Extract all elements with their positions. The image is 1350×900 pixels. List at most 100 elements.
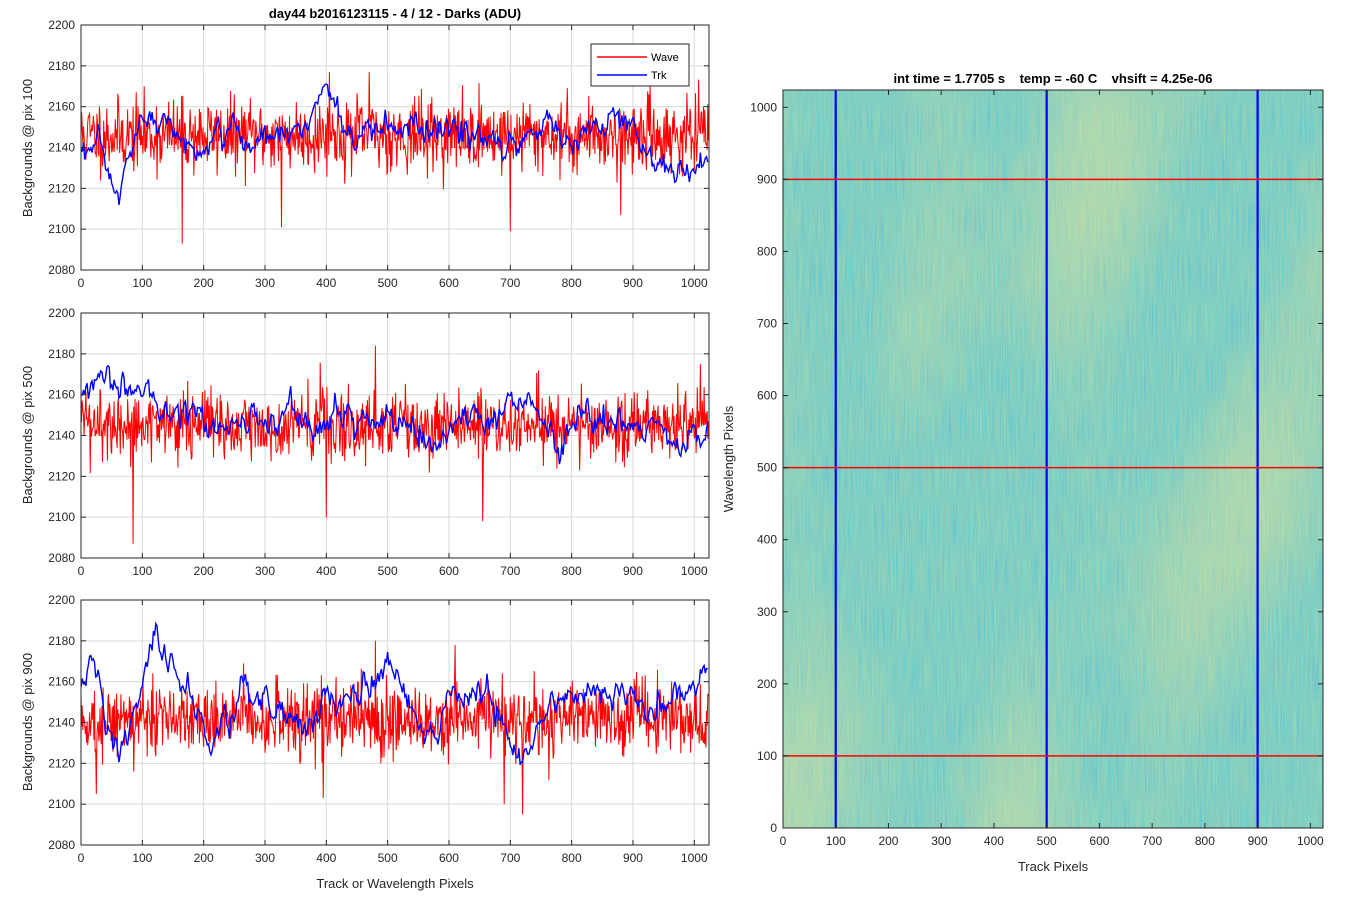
x-tick-label: 1000 <box>681 276 708 290</box>
y-tick-label: 2160 <box>48 675 75 689</box>
y-tick-label: 2120 <box>48 756 75 770</box>
axis-ticks: 0 100 200 300 400 500 600 700 800 900 1000 2080 2100… <box>48 593 709 865</box>
x-tick-label: 100 <box>826 834 846 848</box>
axis-ticks: 0 100 200 300 400 500 600 700 800 900 1000 2080 2100… <box>48 306 709 578</box>
x-tick-label: 600 <box>439 851 459 865</box>
x-tick-label: 800 <box>562 851 582 865</box>
y-tick-label: 500 <box>757 461 777 475</box>
x-tick-label: 700 <box>500 276 520 290</box>
trk-series-pix-900 <box>81 621 708 766</box>
heatmap-axes-box <box>782 89 1324 829</box>
y-axis-label: Backgrounds @ pix 900 <box>20 653 35 791</box>
trk-line <box>81 621 708 766</box>
axis-ticks: 0 100 200 300 400 500 600 700 800 900 1000 0 100 200 3… <box>750 90 1324 848</box>
y-tick-label: 100 <box>757 749 777 763</box>
y-tick-label: 2200 <box>48 593 75 607</box>
x-tick-label: 100 <box>132 851 152 865</box>
x-tick-label: 300 <box>931 834 951 848</box>
x-tick-label: 400 <box>316 564 336 578</box>
y-tick-label: 2140 <box>48 141 75 155</box>
x-tick-label: 300 <box>255 276 275 290</box>
y-tick-label: 900 <box>757 172 777 186</box>
x-tick-label: 500 <box>378 276 398 290</box>
x-tick-label: 700 <box>500 851 520 865</box>
y-tick-label: 600 <box>757 389 777 403</box>
wave-series-pix-900 <box>81 640 709 815</box>
x-tick-label: 500 <box>378 564 398 578</box>
y-tick-label: 2100 <box>48 510 75 524</box>
y-tick-label: 700 <box>757 317 777 331</box>
x-tick-label: 800 <box>562 564 582 578</box>
wave-line <box>81 345 709 544</box>
x-tick-label: 100 <box>132 564 152 578</box>
y-tick-label: 1000 <box>750 100 777 114</box>
trk-line <box>81 83 709 205</box>
heatmap-panel: 0 100 200 300 400 500 600 700 800 900 1000 0 100 200 3… <box>721 71 1324 874</box>
x-tick-label: 400 <box>316 276 336 290</box>
heatmap-title: int time = 1.7705 s temp = -60 C vhsift … <box>893 71 1212 86</box>
x-tick-label: 0 <box>78 564 85 578</box>
x-axis-label: Track or Wavelength Pixels <box>316 876 474 891</box>
x-tick-label: 800 <box>562 276 582 290</box>
y-tick-label: 2080 <box>48 551 75 565</box>
wave-line <box>81 71 709 244</box>
panel-pix-500: 0 100 200 300 400 500 600 700 800 900 1000 2080 2100… <box>20 306 710 578</box>
y-tick-label: 200 <box>757 677 777 691</box>
y-axis-label: Backgrounds @ pix 100 <box>20 79 35 217</box>
x-tick-label: 0 <box>78 851 85 865</box>
x-tick-label: 1000 <box>1297 834 1324 848</box>
y-tick-label: 2180 <box>48 347 75 361</box>
y-tick-label: 2100 <box>48 797 75 811</box>
y-tick-label: 300 <box>757 605 777 619</box>
trk-line <box>81 364 709 465</box>
trk-series-pix-100 <box>81 83 709 205</box>
y-tick-label: 2140 <box>48 716 75 730</box>
heatmap-warm-regions <box>783 90 1323 828</box>
y-tick-label: 2140 <box>48 429 75 443</box>
x-tick-label: 1000 <box>681 851 708 865</box>
axis-ticks: 0 100 200 300 400 500 600 700 800 900 1000 2080 2100… <box>48 18 709 290</box>
heatmap-y-axis-label: Wavelength Pixels <box>721 405 736 512</box>
x-tick-label: 0 <box>78 276 85 290</box>
y-tick-label: 2080 <box>48 263 75 277</box>
x-tick-label: 100 <box>132 276 152 290</box>
x-tick-label: 500 <box>1037 834 1057 848</box>
x-tick-label: 600 <box>439 564 459 578</box>
y-tick-label: 2160 <box>48 388 75 402</box>
y-tick-label: 800 <box>757 244 777 258</box>
x-tick-label: 900 <box>623 851 643 865</box>
x-tick-label: 1000 <box>681 564 708 578</box>
panel-pix-900: 0 100 200 300 400 500 600 700 800 900 1000 2080 2100… <box>20 593 710 891</box>
y-tick-label: 2120 <box>48 469 75 483</box>
figure-title: day44 b2016123115 - 4 / 12 - Darks (ADU) <box>269 6 521 21</box>
y-tick-label: 400 <box>757 533 777 547</box>
trk-series-pix-500 <box>81 364 709 465</box>
heatmap-x-axis-label: Track Pixels <box>1018 859 1089 874</box>
heatmap-markers <box>783 90 1323 828</box>
wave-series-pix-500 <box>81 345 709 544</box>
x-tick-label: 200 <box>194 564 214 578</box>
x-tick-label: 900 <box>623 276 643 290</box>
y-tick-label: 2080 <box>48 838 75 852</box>
x-tick-label: 400 <box>984 834 1004 848</box>
x-tick-label: 0 <box>780 834 787 848</box>
y-tick-label: 0 <box>770 821 777 835</box>
legend-wave-label: Wave <box>651 52 679 64</box>
y-tick-label: 2120 <box>48 181 75 195</box>
x-tick-label: 700 <box>500 564 520 578</box>
y-tick-label: 2160 <box>48 100 75 114</box>
x-tick-label: 200 <box>878 834 898 848</box>
x-tick-label: 300 <box>255 564 275 578</box>
x-tick-label: 200 <box>194 276 214 290</box>
heatmap-image <box>783 90 1323 828</box>
y-tick-label: 2100 <box>48 222 75 236</box>
x-tick-label: 500 <box>378 851 398 865</box>
panel-pix-100: 0 100 200 300 400 500 600 700 800 900 1000 2080 2100… <box>20 6 710 290</box>
x-tick-label: 400 <box>316 851 336 865</box>
x-tick-label: 600 <box>439 276 459 290</box>
y-tick-label: 2200 <box>48 306 75 320</box>
y-tick-label: 2180 <box>48 634 75 648</box>
y-tick-label: 2180 <box>48 59 75 73</box>
x-tick-label: 900 <box>623 564 643 578</box>
